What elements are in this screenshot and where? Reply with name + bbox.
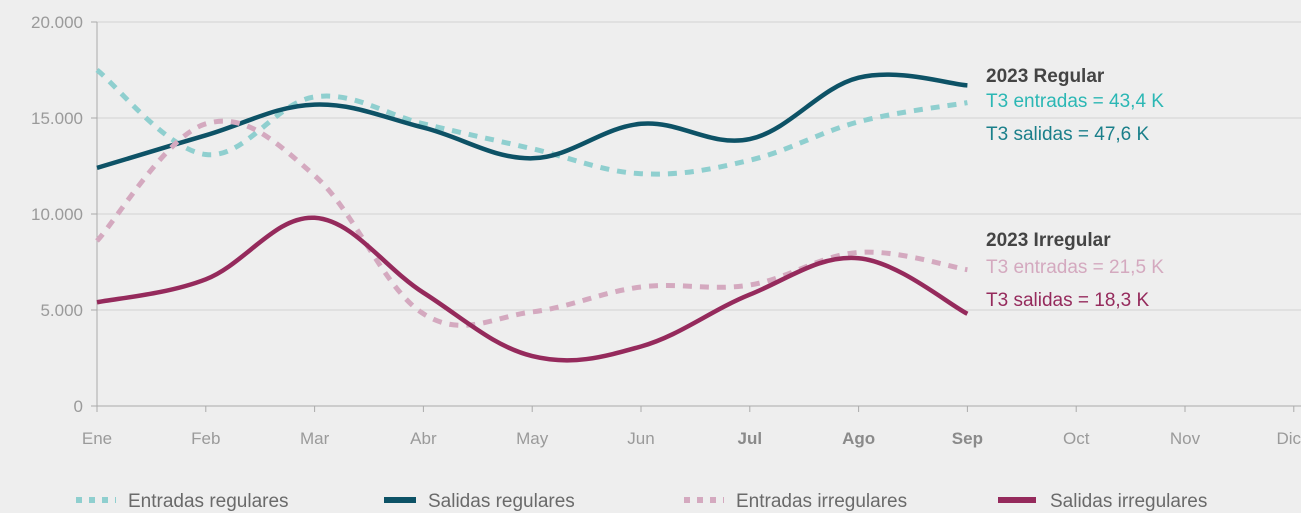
series-line-salidas-irregulares bbox=[96, 215, 969, 363]
series-line-salidas-regulares bbox=[96, 72, 968, 171]
xtick-label-mar: Mar bbox=[300, 429, 330, 448]
xtick-label-feb: Feb bbox=[191, 429, 220, 448]
grid bbox=[97, 21, 1301, 311]
ytick-label-15-000: 15.000 bbox=[31, 109, 83, 128]
xtick-label-oct: Oct bbox=[1063, 429, 1090, 448]
legend-label-entradas-irregulares: Entradas irregulares bbox=[736, 491, 907, 512]
ytick-label-20-000: 20.000 bbox=[31, 13, 83, 32]
annotation-irregular-title: 2023 Irregular bbox=[986, 230, 1111, 251]
ytick-label-0: 0 bbox=[74, 397, 83, 416]
xtick-label-jul: Jul bbox=[738, 429, 763, 448]
xtick-label-ene: Ene bbox=[82, 429, 112, 448]
legend: Entradas regulares Salidas regulares Ent… bbox=[76, 491, 1207, 512]
xtick-label-sep: Sep bbox=[952, 429, 983, 448]
xtick-label-jun: Jun bbox=[627, 429, 654, 448]
annotation-regular-salidas: T3 salidas = 47,6 K bbox=[986, 124, 1150, 145]
xtick-label-dic: Dic bbox=[1276, 429, 1301, 448]
ytick-label-5-000: 5.000 bbox=[40, 301, 83, 320]
legend-item-entradas-regulares: Entradas regulares bbox=[76, 491, 289, 512]
legend-label-salidas-irregulares: Salidas irregulares bbox=[1050, 491, 1207, 512]
legend-label-entradas-regulares: Entradas regulares bbox=[128, 491, 289, 512]
annotation-irregular-entradas: T3 entradas = 21,5 K bbox=[986, 257, 1164, 278]
annotation-irregular-salidas: T3 salidas = 18,3 K bbox=[986, 290, 1150, 311]
annotation-regular-title: 2023 Regular bbox=[986, 66, 1105, 87]
ytick-label-10-000: 10.000 bbox=[31, 205, 83, 224]
series bbox=[95, 68, 969, 363]
xtick-label-ago: Ago bbox=[842, 429, 875, 448]
annotation-regular-entradas: T3 entradas = 43,4 K bbox=[986, 91, 1164, 112]
legend-label-salidas-regulares: Salidas regulares bbox=[428, 491, 575, 512]
legend-item-salidas-regulares: Salidas regulares bbox=[384, 491, 575, 512]
legend-item-salidas-irregulares: Salidas irregulares bbox=[998, 491, 1207, 512]
axes: 0 5.000 10.000 15.000 20.000 Ene Feb Mar Abr May J… bbox=[31, 13, 1301, 448]
xtick-label-abr: Abr bbox=[410, 429, 437, 448]
legend-item-entradas-irregulares: Entradas irregulares bbox=[684, 491, 907, 512]
annotations: 2023 Regular T3 entradas = 43,4 K T3 sal… bbox=[986, 66, 1164, 311]
series-line-entradas-regulares bbox=[95, 68, 968, 177]
xtick-label-nov: Nov bbox=[1170, 429, 1201, 448]
xtick-label-may: May bbox=[516, 429, 549, 448]
